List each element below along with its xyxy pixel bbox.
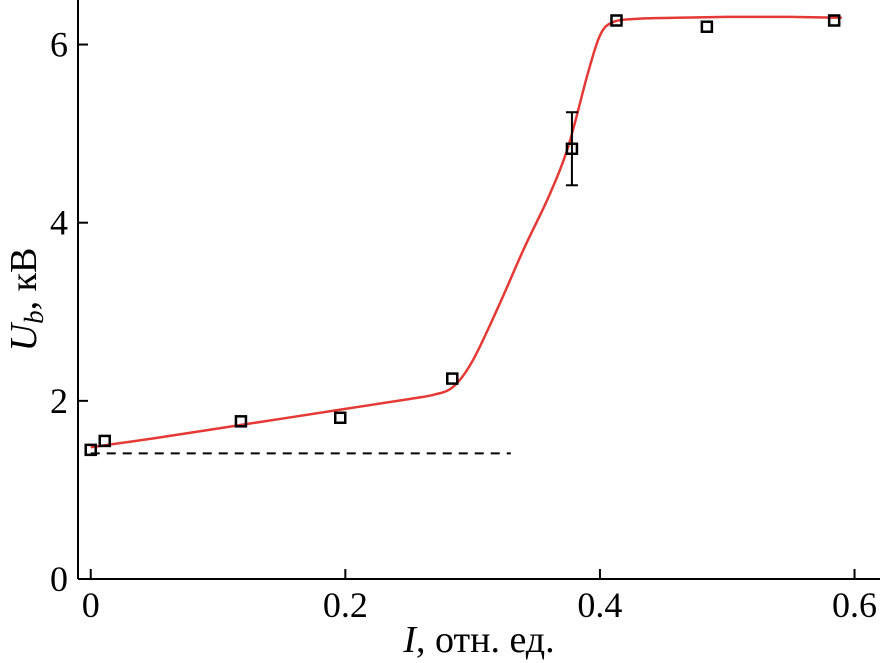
data-point xyxy=(446,372,459,385)
data-point xyxy=(700,20,714,33)
data-point xyxy=(98,434,111,448)
x-tick-label: 0.6 xyxy=(832,585,877,625)
data-point xyxy=(565,142,579,156)
x-tick-label: 0.4 xyxy=(577,585,622,625)
x-axis-label: I, отн. ед. xyxy=(402,619,554,661)
x-axis-label-unit: , отн. ед. xyxy=(416,619,555,661)
y-tick-label: 0 xyxy=(50,559,68,599)
fit-curve xyxy=(90,15,842,449)
y-tick-label: 6 xyxy=(50,25,68,65)
plot-area xyxy=(84,14,842,457)
data-point xyxy=(234,415,248,428)
x-tick-label: 0 xyxy=(82,585,100,625)
data-point xyxy=(827,14,841,27)
y-axis-label-symbol: U xyxy=(3,321,45,351)
data-point xyxy=(333,411,347,425)
y-axis-label-unit: , кВ xyxy=(3,248,45,311)
y-axis-label: Ub, кВ xyxy=(3,248,49,352)
x-axis-label-symbol: I xyxy=(402,619,418,661)
data-point xyxy=(84,443,97,457)
axes xyxy=(77,0,880,580)
y-tick-label: 4 xyxy=(50,203,68,243)
y-axis-label-subscript: b xyxy=(19,310,49,324)
data-point xyxy=(610,14,623,27)
ticks: 0 0.2 0.4 0.6 0 2 4 6 xyxy=(50,25,877,625)
x-tick-label: 0.2 xyxy=(323,585,368,625)
y-tick-label: 2 xyxy=(50,381,68,421)
